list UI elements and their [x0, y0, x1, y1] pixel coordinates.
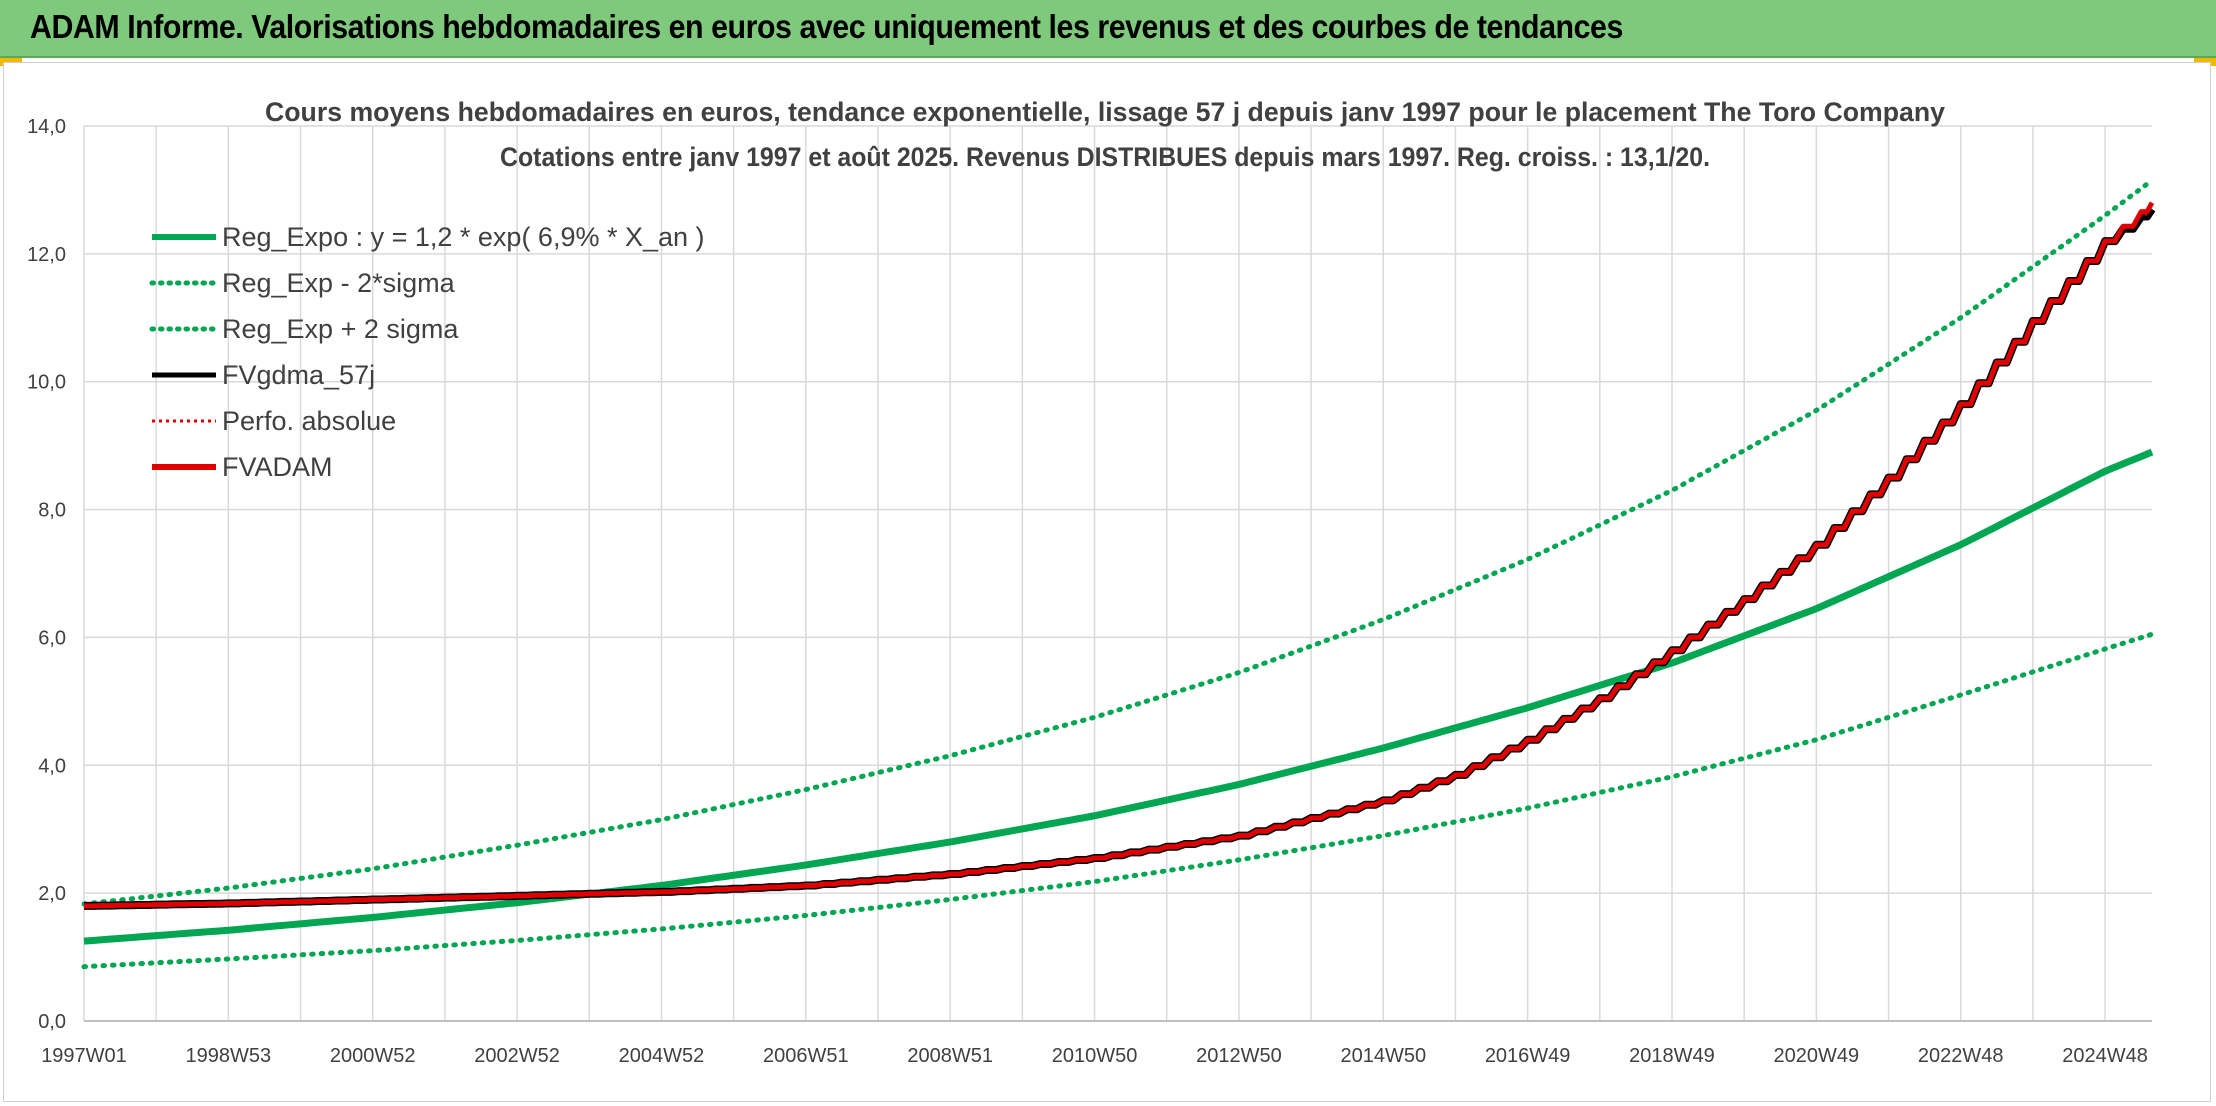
y-tick-label: 2,0 — [38, 883, 66, 905]
x-tick-label: 2000W52 — [330, 1045, 416, 1067]
x-tick-label: 2002W52 — [474, 1045, 560, 1067]
x-tick-label: 2016W49 — [1485, 1045, 1571, 1067]
axis-layer: 0,0 2,0 4,0 6,0 8,0 10,0 12,0 14,0 1997W01 1998W5… — [27, 116, 2152, 1067]
y-tick-label: 4,0 — [38, 755, 66, 777]
x-tick-label: 2022W48 — [1918, 1045, 2004, 1067]
x-tick-label: 2006W51 — [763, 1045, 849, 1067]
series-layer — [81, 177, 2156, 970]
legend-label: Reg_Expo : y = 1,2 * exp( 6,9% * X_an ) — [222, 222, 705, 252]
fvadam-line — [84, 201, 2155, 909]
reg-exp-plus-2sigma-line — [81, 177, 2155, 907]
legend-label: FVgdma_57j — [222, 360, 375, 390]
grid-layer — [83, 125, 2152, 1022]
chart-title: Cours moyens hebdomadaires en euros, ten… — [265, 97, 1945, 127]
legend-label: Perfo. absolue — [222, 406, 396, 436]
perfo-absolue-line — [84, 205, 2154, 908]
reg-exp-minus-2sigma-line — [81, 631, 2155, 970]
x-tick-label: 2010W50 — [1052, 1045, 1138, 1067]
x-tick-label: 2012W50 — [1196, 1045, 1282, 1067]
x-tick-label: 2004W52 — [619, 1045, 705, 1067]
report-banner: ADAM Informe. Valorisations hebdomadaire… — [0, 0, 2216, 58]
x-tick-label: 2018W49 — [1629, 1045, 1715, 1067]
legend-label: Reg_Exp + 2 sigma — [222, 314, 459, 344]
x-tick-label: 2008W51 — [907, 1045, 993, 1067]
y-tick-label: 12,0 — [27, 244, 66, 266]
x-tick-label: 1997W01 — [41, 1045, 127, 1067]
chart-frame — [3, 62, 2211, 1102]
reg-expo-line — [83, 448, 2154, 945]
y-tick-label: 14,0 — [27, 116, 66, 138]
x-tick-label: 1998W53 — [186, 1045, 272, 1067]
legend: Reg_Expo : y = 1,2 * exp( 6,9% * X_an ) R… — [149, 222, 705, 482]
y-tick-label: 10,0 — [27, 372, 66, 394]
y-tick-label: 0,0 — [38, 1011, 66, 1033]
x-tick-label: 2024W48 — [2062, 1045, 2148, 1067]
legend-label: FVADAM — [222, 452, 333, 482]
x-tick-label: 2014W50 — [1340, 1045, 1426, 1067]
legend-label: Reg_Exp - 2*sigma — [222, 268, 456, 298]
y-tick-label: 8,0 — [38, 500, 66, 522]
report-title: ADAM Informe. Valorisations hebdomadaire… — [30, 8, 1623, 45]
x-tick-label: 2020W49 — [1774, 1045, 1860, 1067]
y-tick-label: 6,0 — [38, 627, 66, 649]
chart-subtitle: Cotations entre janv 1997 et août 2025. … — [500, 142, 1710, 172]
